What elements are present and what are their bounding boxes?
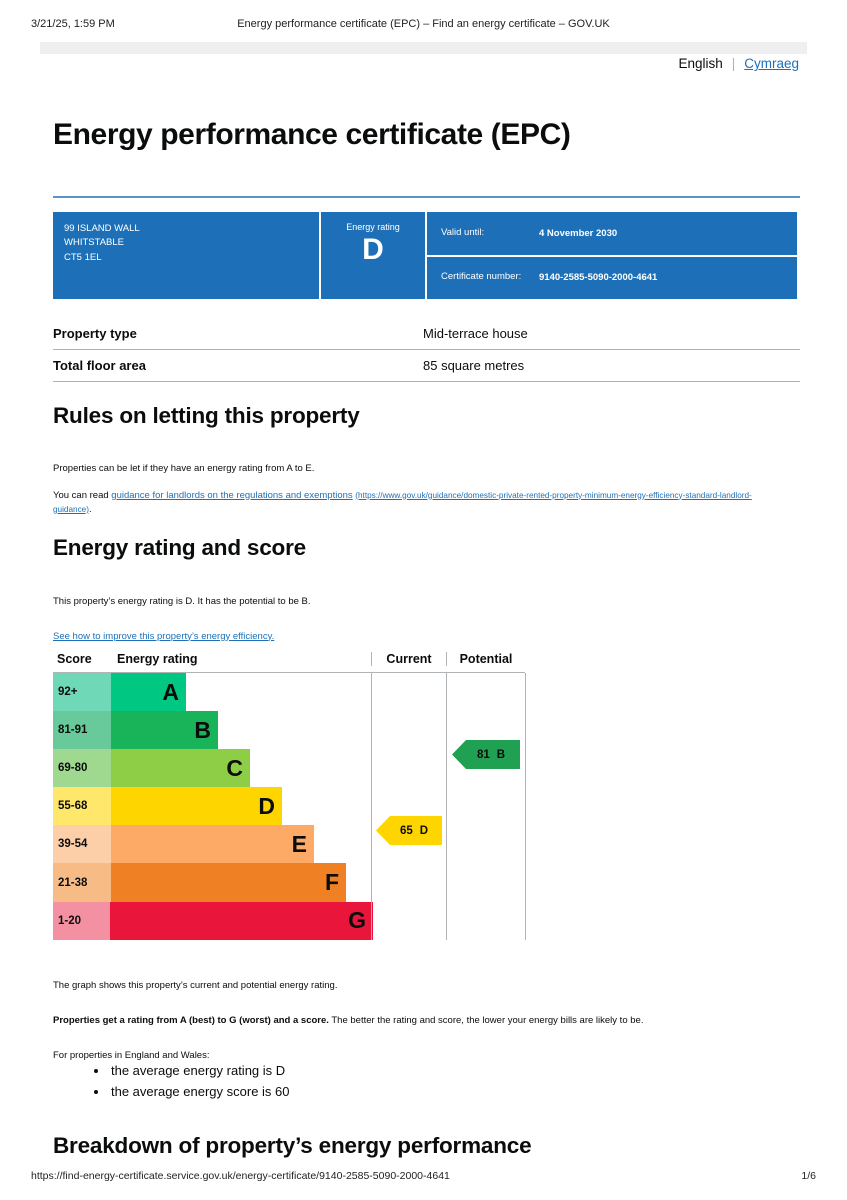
landlord-guidance-url[interactable]: (https://www.gov.uk/guidance/domestic-pr… xyxy=(53,490,752,514)
certificate-summary: 99 ISLAND WALL WHITSTABLE CT5 1EL Energy… xyxy=(53,212,797,299)
epc-row-c: 69-80 C xyxy=(53,749,373,788)
footer-url: https://find-energy-certificate.service.… xyxy=(31,1170,450,1182)
epc-row-f: 21-38 F xyxy=(53,863,373,902)
column-header-score: Score xyxy=(57,652,92,666)
rating-bar-e: E xyxy=(111,825,314,864)
language-english: English xyxy=(678,56,723,71)
energy-rating-heading: Energy rating and score xyxy=(53,535,306,560)
rating-description: Properties get a rating from A (best) to… xyxy=(53,1014,783,1028)
total-floor-area-label: Total floor area xyxy=(53,358,146,373)
potential-score: 81 xyxy=(476,748,490,761)
graph-note: The graph shows this property’s current … xyxy=(53,979,338,991)
epc-bar-rows: 92+ A 81-91 B 69-80 C 55-68 D 39-54 E 21-38 F 1-20 G xyxy=(53,673,373,940)
column-separator-2 xyxy=(446,673,447,940)
print-page-title: Energy performance certificate (EPC) – F… xyxy=(237,18,610,30)
rating-description-bold: Properties get a rating from A (best) to… xyxy=(53,1014,329,1026)
score-range-a: 92+ xyxy=(53,673,111,712)
score-range-e: 39-54 xyxy=(53,825,111,864)
grey-band xyxy=(40,42,807,54)
breakdown-heading: Breakdown of property’s energy performan… xyxy=(53,1133,532,1158)
epc-row-d: 55-68 D xyxy=(53,787,373,826)
column-header-current: Current xyxy=(371,652,446,666)
rating-bar-b: B xyxy=(111,711,218,750)
rating-bar-a: A xyxy=(111,673,186,712)
property-type-value: Mid-terrace house xyxy=(423,326,528,341)
letting-para2-prefix: You can read xyxy=(53,489,112,501)
rating-bar-f: F xyxy=(111,863,346,902)
language-divider: | xyxy=(731,56,736,71)
property-address: 99 ISLAND WALL WHITSTABLE CT5 1EL xyxy=(53,212,321,299)
score-range-g: 1-20 xyxy=(53,901,111,940)
column-header-potential: Potential xyxy=(446,652,525,666)
valid-until-row: Valid until: 4 November 2030 xyxy=(427,212,797,257)
certificate-meta: Valid until: 4 November 2030 Certificate… xyxy=(427,212,797,299)
potential-rating-marker: 81 B xyxy=(452,740,520,769)
score-range-c: 69-80 xyxy=(53,749,111,788)
property-facts: Property type Mid-terrace house Total fl… xyxy=(53,318,800,382)
landlord-guidance-link[interactable]: guidance for landlords on the regulation… xyxy=(111,489,353,501)
score-range-f: 21-38 xyxy=(53,863,111,902)
column-separator-3 xyxy=(525,673,526,940)
certificate-number-value: 9140-2585-5090-2000-4641 xyxy=(539,272,658,284)
epc-row-b: 81-91 B xyxy=(53,711,373,750)
valid-until-value: 4 November 2030 xyxy=(539,227,618,239)
epc-chart-body: 92+ A 81-91 B 69-80 C 55-68 D 39-54 E 21-38 F 1-20 G … xyxy=(53,673,526,940)
epc-chart-header: Score Energy rating Current Potential xyxy=(53,652,525,673)
address-line-1: 99 ISLAND WALL xyxy=(64,223,140,234)
rating-description-rest: The better the rating and score, the low… xyxy=(328,1014,644,1026)
energy-rating-label: Energy rating xyxy=(346,222,400,232)
list-item: the average energy rating is D xyxy=(109,1060,290,1081)
title-rule xyxy=(53,196,800,198)
language-switcher: English | Cymraeg xyxy=(678,56,799,71)
list-item: the average energy score is 60 xyxy=(109,1081,290,1102)
address-line-3: CT5 1EL xyxy=(64,251,102,263)
column-separator-1 xyxy=(371,673,372,940)
table-row: Property type Mid-terrace house xyxy=(53,318,800,350)
energy-rating-letter: D xyxy=(362,233,384,266)
current-rating-letter: D xyxy=(419,824,429,837)
epc-rating-chart: Score Energy rating Current Potential 92… xyxy=(53,652,526,940)
column-header-energy-rating: Energy rating xyxy=(117,652,198,666)
epc-row-e: 39-54 E xyxy=(53,825,373,864)
energy-rating-paragraph: This property’s energy rating is D. It h… xyxy=(53,595,311,607)
certificate-number-row: Certificate number: 9140-2585-5090-2000-… xyxy=(427,257,797,300)
language-welsh-link[interactable]: Cymraeg xyxy=(744,56,799,71)
table-row: Total floor area 85 square metres xyxy=(53,350,800,382)
improve-efficiency-paragraph: See how to improve this property’s energ… xyxy=(53,630,783,644)
print-footer: https://find-energy-certificate.service.… xyxy=(0,1170,847,1184)
epc-row-g: 1-20 G xyxy=(53,901,373,940)
score-range-d: 55-68 xyxy=(53,787,111,826)
address-line-2: WHITSTABLE xyxy=(64,237,124,249)
rating-bar-d: D xyxy=(111,787,282,826)
current-score: 65 xyxy=(399,824,413,837)
energy-rating-badge: Energy rating D xyxy=(321,212,427,299)
print-header: 3/21/25, 1:59 PM Energy performance cert… xyxy=(0,18,847,36)
print-date: 3/21/25, 1:59 PM xyxy=(31,18,115,30)
footer-page-number: 1/6 xyxy=(801,1170,816,1182)
property-type-label: Property type xyxy=(53,326,137,341)
improve-efficiency-link[interactable]: See how to improve this property’s energ… xyxy=(53,630,275,642)
score-range-b: 81-91 xyxy=(53,711,111,750)
england-wales-note: For properties in England and Wales: xyxy=(53,1049,210,1061)
valid-until-label: Valid until: xyxy=(441,226,485,238)
rating-bar-g: G xyxy=(110,901,373,940)
letting-heading: Rules on letting this property xyxy=(53,403,360,428)
total-floor-area-value: 85 square metres xyxy=(423,358,525,373)
letting-paragraph-2: You can read guidance for landlords on t… xyxy=(53,489,783,518)
average-list: the average energy rating is D the avera… xyxy=(73,1060,290,1103)
letting-para2-suffix: . xyxy=(88,503,92,515)
letting-paragraph-1: Properties can be let if they have an en… xyxy=(53,462,315,474)
certificate-number-label: Certificate number: xyxy=(441,271,522,283)
epc-row-a: 92+ A xyxy=(53,673,373,712)
page-title: Energy performance certificate (EPC) xyxy=(53,118,571,151)
potential-rating-letter: B xyxy=(496,748,506,761)
current-rating-marker: 65 D xyxy=(376,816,442,845)
rating-bar-c: C xyxy=(111,749,250,788)
